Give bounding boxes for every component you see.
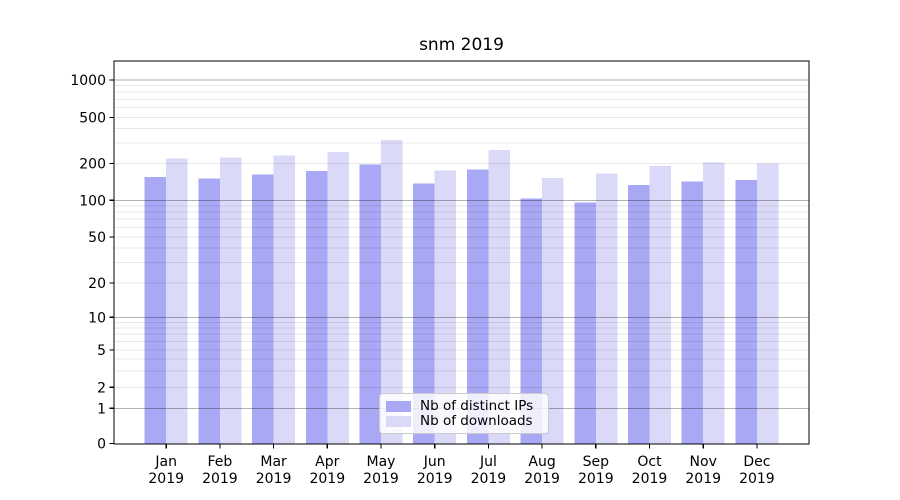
x-tick-label-month: Feb [208, 454, 233, 470]
x-tick-label-month: Sep [583, 454, 610, 470]
x-tick-label-month: Jul [479, 454, 497, 470]
bar-distinct-ips-may [359, 164, 381, 444]
x-tick-label-year: 2019 [417, 471, 453, 487]
bar-distinct-ips-nov [681, 181, 704, 444]
bar-distinct-ips-apr [305, 171, 328, 444]
bar-distinct-ips-jun [413, 183, 435, 444]
legend-item-distinct-ips: Nb of distinct IPs [386, 398, 542, 414]
bar-downloads-feb [219, 157, 242, 444]
legend-swatch-distinct-ips-icon [386, 400, 411, 412]
y-tick-label: 100 [79, 193, 106, 209]
bar-downloads-may [381, 139, 403, 444]
x-tick-label-year: 2019 [309, 471, 345, 487]
y-tick-label: 50 [88, 230, 106, 246]
bar-distinct-ips-sep [574, 202, 596, 444]
y-tick-label: 5 [97, 343, 106, 359]
bar-downloads-jul [488, 149, 510, 444]
x-tick-label-month: Jun [423, 454, 446, 470]
chart-title: snm 2019 [419, 35, 504, 55]
bar-downloads-jun [434, 170, 457, 444]
x-tick-label-month: Jan [154, 454, 177, 470]
x-tick-label-year: 2019 [363, 471, 399, 487]
y-tick-label: 0 [97, 437, 106, 453]
y-tick-label: 200 [79, 157, 106, 173]
x-tick-label-month: Nov [690, 454, 717, 470]
x-tick-label-year: 2019 [578, 471, 614, 487]
bar-distinct-ips-aug [520, 198, 543, 444]
x-tick-label-year: 2019 [632, 471, 668, 487]
x-tick-label-month: Dec [743, 454, 770, 470]
bar-downloads-nov [703, 162, 725, 444]
legend-label-downloads: Nb of downloads [420, 413, 533, 429]
bar-downloads-apr [327, 151, 349, 444]
bar-downloads-sep [595, 173, 618, 444]
y-tick-label: 1000 [70, 73, 106, 89]
bar-downloads-dec [756, 163, 779, 444]
bar-distinct-ips-mar [252, 174, 274, 444]
bar-distinct-ips-jul [466, 169, 489, 444]
x-tick-label-month: Apr [315, 454, 339, 470]
bar-distinct-ips-jan [144, 177, 167, 444]
legend-item-downloads: Nb of downloads [386, 413, 542, 429]
bar-downloads-aug [542, 178, 564, 444]
y-tick-label: 20 [88, 276, 106, 292]
bar-downloads-mar [273, 155, 296, 444]
x-tick-label-month: Mar [260, 454, 287, 470]
bar-distinct-ips-oct [628, 185, 650, 444]
bar-distinct-ips-feb [198, 178, 220, 444]
x-tick-label-year: 2019 [202, 471, 238, 487]
y-tick-label: 1 [97, 401, 106, 417]
legend-label-distinct-ips: Nb of distinct IPs [420, 398, 534, 414]
x-tick-label-year: 2019 [148, 471, 184, 487]
x-tick-label-month: May [367, 454, 396, 470]
bar-downloads-jan [166, 158, 188, 444]
x-tick-label-year: 2019 [739, 471, 775, 487]
x-tick-label-month: Oct [637, 454, 662, 470]
x-tick-label-month: Aug [528, 454, 555, 470]
y-tick-label: 500 [79, 111, 106, 127]
x-tick-label-year: 2019 [471, 471, 507, 487]
legend: Nb of distinct IPs Nb of downloads [379, 393, 549, 434]
bar-downloads-oct [649, 166, 671, 444]
y-tick-label: 10 [88, 310, 106, 326]
x-tick-label-year: 2019 [685, 471, 721, 487]
y-tick-label: 2 [97, 380, 106, 396]
x-tick-label-year: 2019 [256, 471, 292, 487]
legend-swatch-downloads-icon [386, 415, 411, 427]
x-tick-label-year: 2019 [524, 471, 560, 487]
axes-spines [113, 60, 810, 445]
bar-distinct-ips-dec [735, 180, 757, 444]
